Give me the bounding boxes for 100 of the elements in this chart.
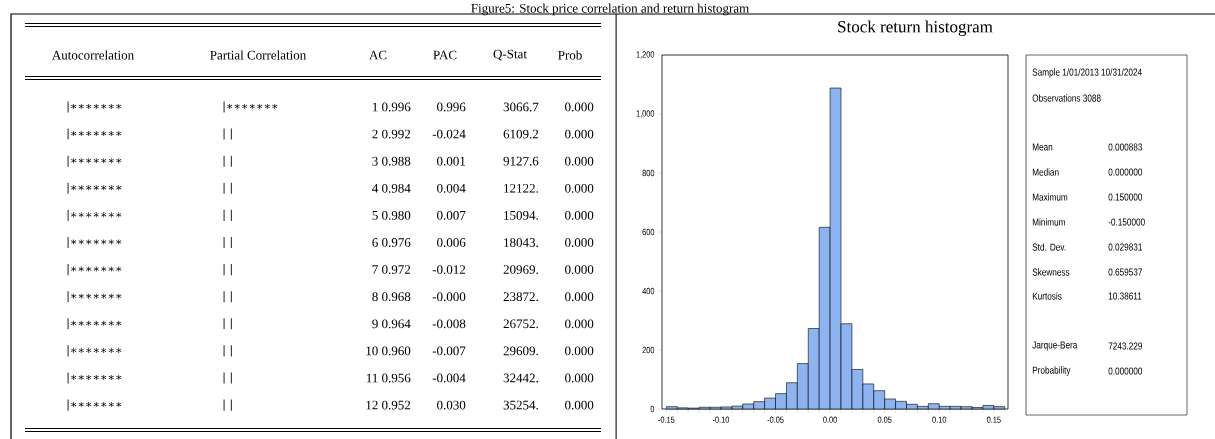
y-tick-label: 400	[642, 287, 655, 295]
text: Figure5: Stock price correlation and return histogram	[471, 3, 749, 16]
text: 0.007	[437, 210, 466, 220]
text: 0.029831	[1108, 243, 1143, 251]
text: 0.030	[437, 400, 466, 410]
text: -0.000	[432, 292, 466, 302]
text: 0.000	[565, 400, 594, 410]
x-tick-label: -0.10	[712, 416, 730, 423]
text: 0.000	[565, 102, 594, 112]
text: Sample 1/01/2013 10/31/2024	[1032, 68, 1142, 78]
text: 10 0.960	[366, 346, 411, 356]
text: 11 0.956	[366, 373, 411, 383]
text: 7243.229	[1108, 342, 1143, 350]
text: 0.000	[565, 129, 594, 139]
text: Maximum	[1032, 193, 1068, 201]
text: 1 0.996	[372, 102, 411, 112]
text: 0.000	[565, 346, 594, 356]
text: PAC	[433, 50, 457, 60]
x-tick-label: -0.15	[658, 416, 675, 423]
text: Std. Dev.	[1032, 243, 1066, 251]
y-tick-label: 0	[650, 405, 655, 413]
text: 10.38611	[1108, 292, 1142, 300]
text: -0.024	[432, 129, 466, 139]
text: 20969.	[503, 265, 538, 275]
text: 0.006	[437, 238, 466, 247]
text: Jarque-Bera	[1032, 341, 1078, 351]
text: AC	[369, 50, 387, 60]
text: 4 0.984	[372, 183, 411, 193]
text: | |	[223, 318, 232, 330]
text: |∗∗∗∗∗∗∗	[67, 318, 122, 330]
y-tick-label: 1,000	[636, 110, 655, 118]
text: 0.000	[565, 238, 594, 247]
text: 9 0.964	[372, 319, 411, 329]
text: 0.001	[437, 156, 466, 166]
text: |∗∗∗∗∗∗∗	[67, 155, 122, 167]
text: 0.996	[437, 102, 466, 112]
text: | |	[223, 372, 232, 384]
text: -0.007	[432, 346, 466, 356]
text: 2 0.992	[372, 129, 411, 139]
x-tick-label: 0.10	[932, 416, 947, 423]
chart-title: Stock return histogram	[838, 20, 993, 36]
text: Median	[1032, 168, 1059, 176]
text: |∗∗∗∗∗∗∗	[67, 399, 122, 411]
text: | |	[223, 182, 232, 194]
text: 0.000	[565, 183, 594, 193]
text: Skewness	[1032, 268, 1070, 276]
text: 0.150000	[1108, 193, 1143, 201]
text: |∗∗∗∗∗∗∗	[67, 128, 122, 140]
y-tick-label: 600	[642, 228, 655, 236]
text: | |	[223, 399, 232, 411]
text: | |	[223, 264, 232, 276]
text: 0.000883	[1108, 143, 1143, 151]
text: 3 0.988	[372, 156, 411, 166]
text: |∗∗∗∗∗∗∗	[67, 291, 122, 303]
text: 12122.	[504, 183, 538, 193]
x-tick-label: 0.05	[877, 416, 892, 423]
text: Kurtosis	[1032, 292, 1062, 300]
y-tick-label: 200	[642, 346, 655, 354]
text: 0.000000	[1108, 168, 1143, 176]
text: 0.000000	[1108, 367, 1143, 375]
y-tick-label: 800	[642, 169, 655, 177]
text: | |	[223, 345, 232, 357]
text: |∗∗∗∗∗∗∗	[67, 372, 122, 384]
text: -0.150000	[1108, 218, 1145, 226]
text: 6109.2	[503, 129, 539, 139]
text: 6 0.976	[372, 238, 411, 247]
text: 0.004	[437, 183, 466, 193]
text: Mean	[1032, 143, 1053, 151]
text: Prob	[558, 50, 582, 60]
text: Minimum	[1032, 218, 1065, 226]
text: |∗∗∗∗∗∗∗	[67, 101, 122, 113]
text: 0.000	[565, 292, 594, 302]
text: 29609.	[503, 346, 538, 356]
text: -0.008	[432, 319, 466, 329]
text: 18043.	[504, 238, 538, 247]
text: Probability	[1032, 366, 1071, 376]
text: 26752.	[503, 319, 538, 329]
text: Q-Stat	[493, 49, 527, 61]
text: Autocorrelation	[51, 50, 134, 60]
text: 8 0.968	[372, 292, 411, 302]
text: 0.000	[565, 210, 594, 220]
text: 9127.6	[503, 156, 539, 166]
text: |∗∗∗∗∗∗∗	[223, 101, 278, 113]
text: | |	[223, 209, 232, 221]
x-tick-label: 0.15	[986, 416, 1001, 423]
text: 0.659537	[1108, 268, 1143, 276]
text: |∗∗∗∗∗∗∗	[67, 182, 122, 194]
text: 12 0.952	[366, 400, 411, 410]
text: | |	[223, 155, 232, 167]
x-tick-label: -0.05	[767, 416, 784, 423]
text: |∗∗∗∗∗∗∗	[67, 209, 122, 221]
text: |∗∗∗∗∗∗∗	[67, 345, 122, 357]
text: 7 0.972	[372, 265, 411, 275]
text: |∗∗∗∗∗∗∗	[67, 264, 122, 276]
text: 32442.	[503, 373, 538, 383]
text: | |	[223, 236, 232, 249]
text: 35254.	[503, 400, 538, 410]
x-tick-label: 0.00	[823, 416, 837, 423]
text: | |	[223, 128, 232, 140]
text: 0.000	[565, 373, 594, 383]
